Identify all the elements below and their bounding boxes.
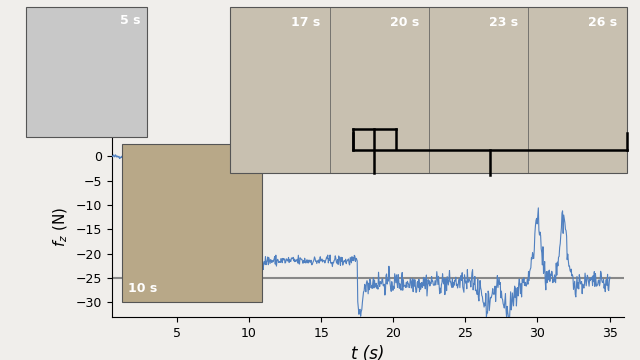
Text: 20 s: 20 s <box>390 16 419 29</box>
Text: 5 s: 5 s <box>120 14 141 27</box>
Y-axis label: $f_z$ (N): $f_z$ (N) <box>52 207 70 247</box>
X-axis label: t (s): t (s) <box>351 345 385 360</box>
Text: 23 s: 23 s <box>489 16 518 29</box>
Text: 17 s: 17 s <box>291 16 320 29</box>
Text: 10 s: 10 s <box>128 282 157 295</box>
Text: 26 s: 26 s <box>588 16 618 29</box>
